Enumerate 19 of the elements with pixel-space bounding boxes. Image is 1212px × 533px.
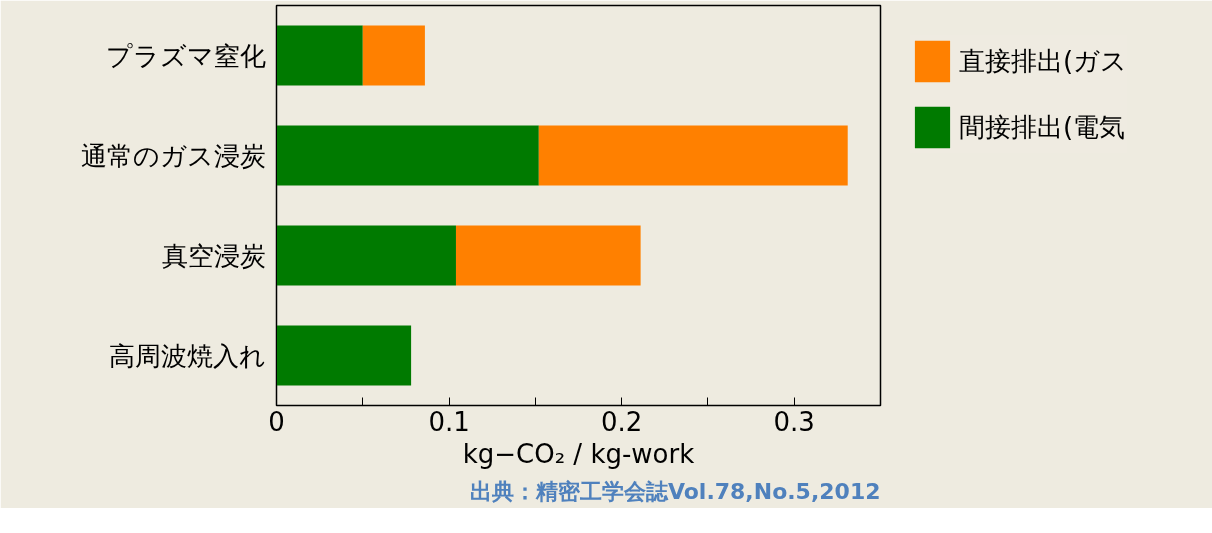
- x-tick-label: 0.3: [773, 406, 815, 437]
- x-tick-label: 0.1: [428, 406, 470, 437]
- bar: [276, 125, 539, 186]
- bar: [362, 25, 425, 86]
- bar: [276, 325, 412, 386]
- y-tick-label: 通常のガス浸炭: [80, 140, 266, 171]
- y-tick-label: プラズマ窒化: [105, 40, 266, 71]
- bar: [538, 125, 848, 186]
- legend-label: 直接排出(ガス: [959, 44, 1128, 78]
- source-note: 出典：精密工学会誌Vol.78,No.5,2012: [469, 478, 881, 504]
- bar: [276, 25, 363, 86]
- x-axis-title: kg−CO₂ / kg-work: [462, 438, 695, 469]
- x-tick-label: 0: [268, 406, 285, 437]
- legend-label: 間接排出(電気: [959, 110, 1126, 144]
- y-tick-label: 真空浸炭: [161, 240, 266, 271]
- x-tick-label: 0.2: [600, 406, 643, 437]
- y-tick-label: 高周波焼入れ: [108, 340, 266, 371]
- bar: [276, 225, 456, 286]
- bar: [455, 225, 641, 286]
